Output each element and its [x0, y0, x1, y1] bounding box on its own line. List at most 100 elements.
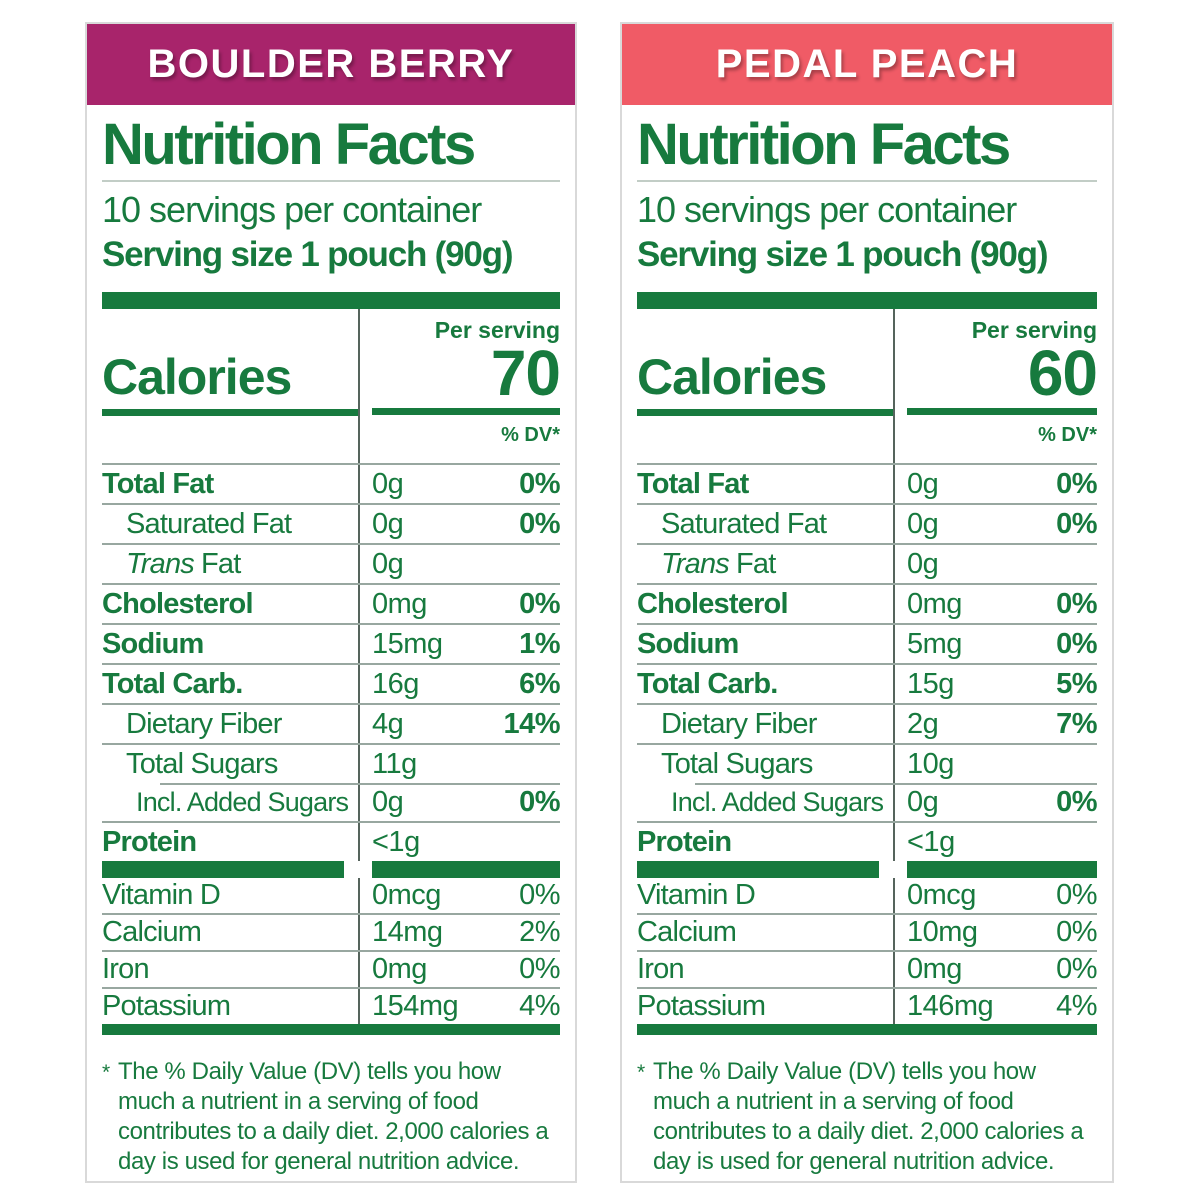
nutrient-dv: 0%	[1056, 952, 1097, 985]
nutrients-table: Total Fat 0g 0% Saturated Fat 0g 0% Tran…	[102, 464, 560, 861]
nutrient-row: Incl. Added Sugars 0g 0%	[102, 782, 560, 821]
nutrient-name-text: Sodium	[102, 627, 204, 660]
nutrient-dv: 0%	[1056, 915, 1097, 948]
nutrient-dv: 6%	[519, 667, 560, 700]
nutrient-row: Vitamin D 0mcg 0%	[102, 877, 560, 913]
nutrient-name: Total Carb.	[637, 665, 893, 703]
nutrient-values: 16g 6%	[358, 664, 560, 703]
nutrient-dv: 5%	[1056, 667, 1097, 700]
nutrient-name: Vitamin D	[637, 878, 893, 913]
footnote-text: The % Daily Value (DV) tells you how muc…	[118, 1057, 549, 1175]
nutrient-name: Sodium	[102, 625, 358, 663]
nutrient-dv: 0%	[1056, 507, 1097, 540]
nutrient-name-text: Dietary Fiber	[661, 707, 817, 740]
nutrient-name: Incl. Added Sugars	[637, 783, 893, 821]
nutrient-row: Vitamin D 0mcg 0%	[637, 877, 1097, 913]
nutrient-row: Trans Fat 0g	[637, 542, 1097, 583]
nutrient-row: Sodium 15mg 1%	[102, 622, 560, 663]
nutrient-row: Potassium 154mg 4%	[102, 986, 560, 1024]
nutrient-name-text: Saturated Fat	[661, 507, 827, 540]
separator-bar-right-segment	[372, 860, 560, 878]
nutrient-amount: 11g	[372, 747, 417, 780]
nutrient-row: Potassium 146mg 4%	[637, 986, 1097, 1024]
nutrient-amount: 0mcg	[907, 878, 976, 911]
nutrient-name-text: Protein	[637, 825, 732, 858]
footnote: * The % Daily Value (DV) tells you how m…	[102, 1057, 560, 1177]
nutrient-name-text: Vitamin D	[637, 878, 756, 911]
nutrient-name: Total Fat	[102, 465, 358, 503]
nutrient-values: 2g 7%	[893, 704, 1097, 743]
calories-value-underline-bar	[372, 407, 560, 415]
nutrient-values: 0g 0%	[358, 782, 560, 821]
nutrient-amount: 0g	[372, 547, 404, 580]
nutrient-dv: 0%	[519, 785, 560, 818]
nutrient-amount: 146mg	[907, 989, 994, 1022]
calories-right-column: Per serving 60 % DV*	[893, 308, 1098, 463]
nutrient-name-text: Cholesterol	[637, 587, 789, 620]
nutrient-name: Protein	[637, 823, 893, 861]
calories-underline-bar	[102, 408, 358, 416]
nutrient-values: 0g 0%	[358, 464, 560, 503]
nutrient-amount: 0g	[372, 507, 404, 540]
nutrient-values: 154mg 4%	[358, 988, 560, 1024]
nutrient-name-text: Iron	[637, 952, 685, 985]
title-rule	[102, 179, 560, 182]
per-serving-label: Per serving	[971, 316, 1097, 343]
nutrient-row: Sodium 5mg 0%	[637, 622, 1097, 663]
calories-value: 70	[490, 336, 561, 409]
nutrient-values: 0mg 0%	[358, 584, 560, 623]
vitamins-table: Vitamin D 0mcg 0% Calcium 10mg 0% Iron 0…	[637, 877, 1097, 1024]
nutrient-amount: 0g	[372, 467, 404, 500]
nutrient-name-text: Total Sugars	[126, 747, 278, 780]
nutrient-name-text: Fat	[735, 547, 776, 580]
nutrient-dv: 4%	[1056, 989, 1097, 1022]
nutrient-name-text: Potassium	[637, 989, 766, 1022]
servings-per-container: 10 servings per container	[637, 188, 1017, 230]
flavor-header: PEDAL PEACH	[622, 24, 1112, 105]
nutrient-amount: 0g	[372, 785, 404, 818]
nutrient-row: Incl. Added Sugars 0g 0%	[637, 782, 1097, 821]
footer-separator-bar	[637, 1023, 1097, 1035]
nutrient-amount: 0mg	[372, 952, 427, 985]
nutrient-amount: 15mg	[372, 627, 443, 660]
nutrient-name-text: Calcium	[102, 915, 202, 948]
nutrient-name: Dietary Fiber	[637, 705, 893, 743]
footnote-marker: *	[637, 1060, 645, 1084]
nutrient-dv: 0%	[519, 878, 560, 911]
nutrient-dv: 0%	[1056, 587, 1097, 620]
nutrient-dv: 0%	[519, 587, 560, 620]
nutrient-row: Cholesterol 0mg 0%	[102, 582, 560, 623]
nutrient-dv: 2%	[519, 915, 560, 948]
nutrient-amount: <1g	[907, 825, 955, 858]
nutrient-amount: 5mg	[907, 627, 962, 660]
nutrient-amount: 0mg	[907, 952, 962, 985]
nutrient-amount: 2g	[907, 707, 939, 740]
nutrient-row: Total Fat 0g 0%	[637, 464, 1097, 503]
nutrient-amount: 14mg	[372, 915, 443, 948]
nutrient-dv: 0%	[1056, 878, 1097, 911]
nutrient-dv: 14%	[503, 707, 560, 740]
nutrient-name: Saturated Fat	[102, 505, 358, 543]
calories-section: Calories Per serving 70 % DV*	[102, 308, 561, 465]
nutrient-name-text: Saturated Fat	[126, 507, 292, 540]
nutrient-name-text: Total Fat	[102, 467, 214, 500]
nutrient-dv: 0%	[519, 507, 560, 540]
nutrient-amount: 0g	[907, 547, 939, 580]
nutrient-name: Iron	[637, 952, 893, 987]
nutrient-name: Vitamin D	[102, 878, 358, 913]
protein-separator-bar	[637, 860, 1097, 878]
nutrient-name: Potassium	[637, 989, 893, 1024]
nutrient-amount: 15g	[907, 667, 954, 700]
nutrient-values: 0mg 0%	[893, 951, 1097, 987]
nutrient-name-text: Calcium	[637, 915, 737, 948]
nutrient-dv: 0%	[1056, 785, 1097, 818]
nutrient-values: 0mg 0%	[358, 951, 560, 987]
nutrient-name: Total Carb.	[102, 665, 358, 703]
nutrient-values: 10g	[893, 744, 1097, 783]
nutrient-name: Total Fat	[637, 465, 893, 503]
nutrient-name-text: Total Carb.	[102, 667, 243, 700]
flavor-header: BOULDER BERRY	[87, 24, 575, 105]
percent-dv-header: % DV*	[501, 423, 560, 446]
nutrient-values: 146mg 4%	[893, 988, 1097, 1024]
